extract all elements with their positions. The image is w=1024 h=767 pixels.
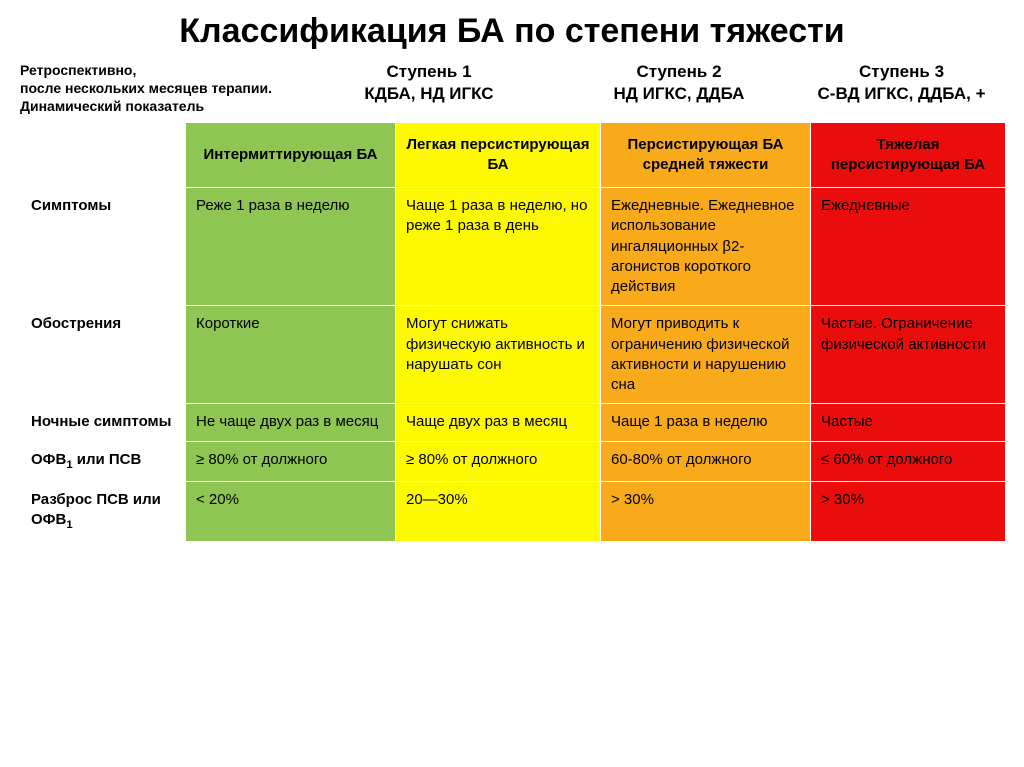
header-row: Ретроспективно,после нескольких месяцев … — [20, 61, 1004, 116]
cell-yellow: Могут снижать физическую активность и на… — [396, 306, 601, 404]
step-labels: Ступень 1 КДБА, НД ИГКС Ступень 2 НД ИГК… — [299, 61, 1004, 105]
cell-red: Частые — [811, 404, 1006, 441]
row-label: Ночные симптомы — [21, 404, 186, 441]
cell-green: ≥ 80% от должного — [186, 441, 396, 481]
col-header-mild: Легкая персистирующая БА — [396, 122, 601, 188]
col-header-moderate: Персистирующая БА средней тяжести — [601, 122, 811, 188]
retrospective-note: Ретроспективно,после нескольких месяцев … — [20, 61, 299, 116]
cell-orange: 60-80% от должного — [601, 441, 811, 481]
row-label: Симптомы — [21, 188, 186, 306]
step-1-label: Ступень 1 КДБА, НД ИГКС — [299, 61, 559, 105]
cell-yellow: Чаще двух раз в месяц — [396, 404, 601, 441]
row-label: Разброс ПСВ или ОФВ1 — [21, 481, 186, 541]
cell-yellow: 20—30% — [396, 481, 601, 541]
table-row: Разброс ПСВ или ОФВ1< 20%20—30%> 30%> 30… — [21, 481, 1006, 541]
cell-green: Реже 1 раза в неделю — [186, 188, 396, 306]
step-1-sub: КДБА, НД ИГКС — [364, 84, 493, 103]
page-title: Классификация БА по степени тяжести — [20, 12, 1004, 51]
cell-yellow: ≥ 80% от должного — [396, 441, 601, 481]
step-3-title: Ступень 3 — [859, 62, 944, 81]
row-label: ОФВ1 или ПСВ — [21, 441, 186, 481]
cell-orange: Ежедневные. Ежедневное использование инг… — [601, 188, 811, 306]
row-label: Обострения — [21, 306, 186, 404]
step-2-title: Ступень 2 — [636, 62, 721, 81]
step-2-label: Ступень 2 НД ИГКС, ДДБА — [559, 61, 799, 105]
cell-green: Короткие — [186, 306, 396, 404]
table-row: СимптомыРеже 1 раза в неделюЧаще 1 раза … — [21, 188, 1006, 306]
step-3-sub: С-ВД ИГКС, ДДБА, + — [818, 84, 986, 103]
cell-yellow: Чаще 1 раза в неделю, но реже 1 раза в д… — [396, 188, 601, 306]
col-header-intermittent: Интермиттирующая БА — [186, 122, 396, 188]
cell-red: Частые. Ограничение физической активност… — [811, 306, 1006, 404]
table-row: ОФВ1 или ПСВ≥ 80% от должного≥ 80% от до… — [21, 441, 1006, 481]
table-row: Ночные симптомыНе чаще двух раз в месяцЧ… — [21, 404, 1006, 441]
cell-orange: Чаще 1 раза в неделю — [601, 404, 811, 441]
cell-red: > 30% — [811, 481, 1006, 541]
step-2-sub: НД ИГКС, ДДБА — [614, 84, 745, 103]
cell-green: Не чаще двух раз в месяц — [186, 404, 396, 441]
cell-red: ≤ 60% от должного — [811, 441, 1006, 481]
col-header-severe: Тяжелая персистирующая БА — [811, 122, 1006, 188]
cell-green: < 20% — [186, 481, 396, 541]
step-1-title: Ступень 1 — [386, 62, 471, 81]
table-row: ОбостренияКороткиеМогут снижать физическ… — [21, 306, 1006, 404]
empty-header-cell — [21, 122, 186, 188]
cell-orange: > 30% — [601, 481, 811, 541]
cell-red: Ежедневные — [811, 188, 1006, 306]
table-body: СимптомыРеже 1 раза в неделюЧаще 1 раза … — [21, 188, 1006, 542]
cell-orange: Могут приводить к ограничению физической… — [601, 306, 811, 404]
table-header-row: Интермиттирующая БА Легкая персистирующа… — [21, 122, 1006, 188]
step-3-label: Ступень 3 С-ВД ИГКС, ДДБА, + — [799, 61, 1004, 105]
classification-table: Интермиттирующая БА Легкая персистирующа… — [20, 122, 1006, 543]
